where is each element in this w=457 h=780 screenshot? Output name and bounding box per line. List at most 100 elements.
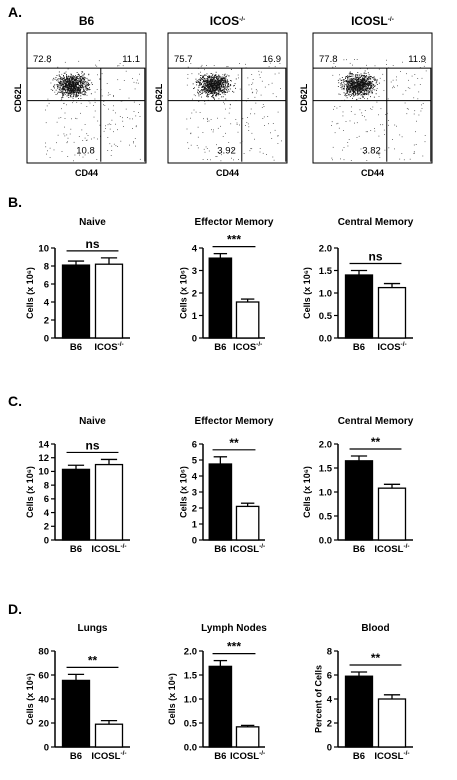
flow-event: [228, 90, 230, 92]
flow-event: [61, 82, 63, 84]
flow-event: [82, 71, 84, 73]
flow-event: [367, 79, 369, 81]
flow-event: [362, 86, 364, 87]
flow-event: [207, 81, 209, 83]
flow-event: [230, 69, 232, 70]
flow-event: [223, 93, 225, 95]
flow-event: [73, 87, 74, 88]
flow-event: [361, 87, 363, 89]
flow-event: [190, 117, 191, 119]
flow-event: [365, 131, 367, 133]
flow-event: [365, 88, 367, 89]
flow-event: [103, 101, 105, 102]
flow-event: [64, 86, 66, 88]
flow-event: [73, 77, 74, 79]
flow-event: [364, 92, 366, 94]
flow-event: [75, 87, 77, 89]
flow-event: [117, 146, 118, 147]
flow-event: [349, 120, 351, 122]
flow-event: [66, 83, 68, 85]
flow-event: [343, 147, 345, 148]
y-axis-label: Cells (x 10⁶): [25, 267, 35, 319]
flow-event: [107, 124, 109, 126]
flow-event: [351, 86, 353, 88]
flow-event: [363, 87, 364, 89]
flow-event: [378, 114, 379, 116]
flow-event: [59, 84, 61, 86]
flow-event: [224, 86, 226, 88]
flow-event: [367, 76, 369, 78]
flow-event: [78, 90, 80, 92]
flow-event: [366, 76, 368, 78]
flow-event: [76, 89, 78, 91]
flow-event: [413, 97, 415, 99]
flow-event: [259, 151, 261, 153]
flow-event: [215, 85, 217, 87]
flow-event: [74, 77, 75, 79]
flow-event: [225, 85, 226, 86]
flow-event: [356, 80, 358, 82]
flow-event: [196, 145, 198, 146]
flow-event: [77, 90, 78, 91]
flow-event: [363, 78, 365, 80]
flow-event: [63, 78, 65, 80]
flow-event: [213, 88, 215, 90]
flow-event: [361, 78, 363, 80]
flow-event: [360, 91, 362, 93]
flow-event: [198, 89, 199, 91]
flow-event: [356, 80, 358, 82]
flow-event: [404, 102, 406, 104]
flow-event: [236, 124, 238, 125]
flow-event: [76, 91, 78, 92]
flow-event: [65, 82, 67, 84]
flow-event: [364, 75, 366, 77]
flow-event: [206, 91, 207, 93]
flow-event: [364, 81, 366, 83]
flow-event: [366, 78, 368, 79]
flow-event: [77, 74, 79, 76]
flow-event: [69, 79, 71, 81]
flow-event: [216, 144, 217, 146]
flow-event: [213, 81, 215, 82]
flow-event: [407, 108, 409, 110]
flow-event: [62, 89, 64, 91]
flow-event: [78, 87, 80, 89]
y-tick-label: 4: [44, 508, 50, 519]
flow-event: [279, 63, 281, 64]
flow-event: [362, 95, 364, 97]
flow-event: [364, 87, 366, 89]
flow-event: [238, 159, 239, 160]
flow-event: [56, 121, 58, 123]
flow-event: [366, 160, 368, 161]
flow-event: [199, 91, 201, 93]
flow-event: [366, 93, 368, 94]
flow-event: [129, 144, 130, 146]
flow-event: [220, 90, 222, 92]
flow-event: [203, 75, 205, 76]
flow-event: [65, 91, 67, 93]
flow-event: [363, 94, 364, 95]
flow-event: [78, 84, 79, 86]
flow-event: [349, 85, 351, 87]
flow-event: [73, 90, 75, 92]
flow-event: [65, 85, 66, 87]
flow-event: [413, 113, 415, 115]
flow-event: [228, 84, 229, 86]
flow-event: [373, 85, 375, 87]
flow-event: [347, 78, 349, 80]
flow-event: [222, 91, 223, 93]
flow-event: [207, 96, 209, 98]
flow-event: [261, 80, 263, 82]
flow-event: [67, 68, 69, 70]
flow-event: [211, 77, 213, 79]
flow-event: [361, 85, 363, 87]
flow-event: [252, 91, 254, 93]
flow-event: [68, 93, 70, 95]
flow-event: [226, 80, 228, 81]
flow-event: [113, 96, 114, 97]
flow-event: [269, 62, 271, 64]
flow-event: [73, 92, 75, 93]
flow-event: [213, 97, 215, 99]
flow-event: [211, 81, 213, 83]
